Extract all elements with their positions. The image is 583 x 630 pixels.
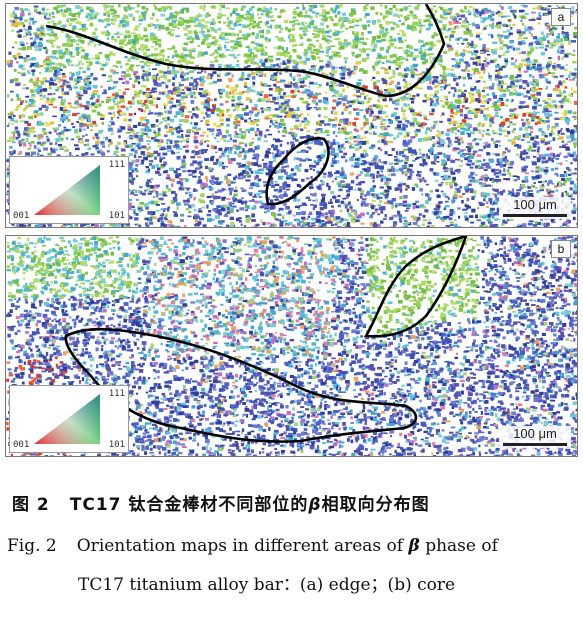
caption-en-label: Fig. 2: [7, 536, 57, 556]
caption-zh-pre: TC17 钛合金棒材不同部位的: [69, 495, 309, 515]
scale-bar-label-b: 100 μm: [513, 426, 557, 441]
caption-english-line1: Fig. 2 Orientation maps in different area…: [7, 536, 583, 556]
orientation-map-panel-b: b 111 001 101 100 μm: [5, 235, 578, 457]
scale-bar-line-a: [503, 214, 567, 217]
figure: a 111 001 101 100 μm: [5, 3, 578, 457]
scale-bar-a: 100 μm: [499, 197, 571, 219]
caption-zh-beta: β: [308, 495, 322, 515]
key-label-101-a: 101: [108, 211, 125, 221]
ipf-color-key-a: 111 001 101: [9, 156, 129, 224]
ipf-triangle-b: [34, 394, 100, 444]
key-label-111-a: 111: [108, 160, 125, 170]
caption-en-post: phase of: [425, 536, 498, 556]
key-label-001-b: 001: [13, 440, 30, 450]
scale-bar-line-b: [503, 443, 567, 446]
key-label-111-b: 111: [108, 389, 125, 399]
orientation-map-a: [6, 4, 577, 227]
scale-bar-label-a: 100 μm: [513, 197, 557, 212]
key-label-101-b: 101: [108, 440, 125, 450]
ipf-color-key-b: 111 001 101: [9, 385, 129, 453]
ipf-triangle-a: [34, 165, 100, 215]
scale-bar-b: 100 μm: [499, 426, 571, 448]
caption-en-beta: β: [408, 536, 420, 556]
orientation-map-panel-a: a 111 001 101 100 μm: [5, 3, 578, 228]
caption-zh-label: 图 2: [12, 495, 50, 515]
caption-english-line2: TC17 titanium alloy bar：(a) edge；(b) cor…: [78, 575, 456, 595]
caption-chinese: 图 2 TC17 钛合金棒材不同部位的β相取向分布图: [12, 490, 583, 515]
caption-zh-post: 相取向分布图: [321, 495, 430, 515]
key-label-001-a: 001: [13, 211, 30, 221]
caption-en-pre: Orientation maps in different areas of: [76, 536, 404, 556]
panel-letter-a: a: [551, 8, 571, 26]
orientation-map-b: [6, 236, 577, 456]
panel-letter-b: b: [551, 240, 571, 258]
